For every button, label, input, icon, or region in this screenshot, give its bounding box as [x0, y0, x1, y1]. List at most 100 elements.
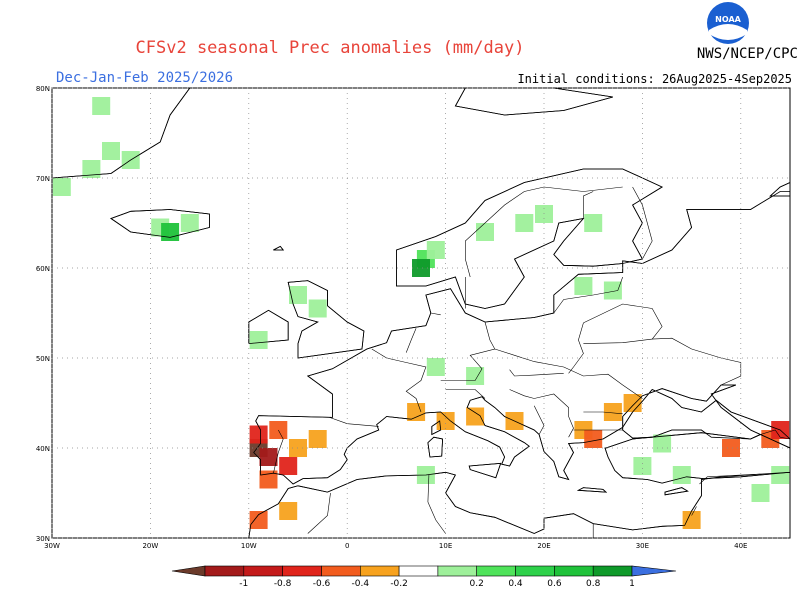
country-border [440, 321, 496, 381]
country-border [583, 303, 663, 344]
anomaly-cell [515, 214, 534, 232]
legend-swatch [398, 565, 439, 577]
legend-swatch [515, 565, 555, 577]
coastline-corsica [431, 420, 442, 436]
country-border [533, 405, 545, 435]
anomaly-cell [436, 412, 455, 430]
coastline-faroe [273, 245, 285, 251]
anomaly-cell [426, 241, 445, 259]
lat-tick-label: 30N [36, 535, 50, 543]
country-border [652, 337, 742, 386]
anomaly-cell [52, 178, 71, 196]
season-label: Dec-Jan-Feb 2025/2026 [56, 70, 234, 86]
legend-tick-label: 0.6 [547, 579, 562, 589]
legend-low-arrow [171, 565, 206, 577]
anomaly-cell [249, 331, 268, 349]
anomaly-cell [259, 470, 278, 489]
legend-high-arrow [631, 565, 677, 577]
coastline-iceland [110, 209, 210, 238]
coastline-greenland [51, 87, 191, 179]
anomaly-cell [603, 403, 622, 421]
country-border [464, 186, 623, 278]
coastline-sicily [468, 462, 502, 479]
anomaly-cell [623, 394, 642, 412]
anomaly-cell [92, 97, 111, 115]
anomaly-cell [633, 457, 652, 475]
anomaly-cell [102, 142, 120, 160]
country-border [427, 474, 446, 534]
country-border [509, 369, 564, 377]
lat-tick-label: 50N [36, 355, 50, 363]
coastline-ireland [248, 309, 289, 345]
coastline-britain [287, 280, 365, 359]
lon-tick-label: 10W [241, 542, 257, 550]
legend-swatch [437, 565, 477, 577]
agency-label: NWS/NCEP/CPC [696, 46, 798, 62]
anomaly-cell [672, 466, 691, 484]
map-title: CFSv2 seasonal Prec anomalies (mm/day) [135, 38, 525, 58]
country-border [583, 411, 623, 415]
legend-swatch [359, 565, 400, 577]
legend-swatch [204, 565, 245, 577]
legend-swatch [554, 565, 594, 577]
legend-swatch [321, 565, 361, 577]
lon-tick-label: 0 [345, 542, 349, 550]
coastline-crete [576, 487, 608, 493]
coastline-scandinavia [395, 168, 663, 309]
country-border [760, 429, 791, 440]
legend-swatch [243, 565, 283, 577]
lat-tick-label: 80N [36, 85, 50, 93]
anomaly-cell [308, 299, 327, 318]
anomaly-cell [722, 439, 740, 457]
lon-tick-label: 20E [537, 542, 550, 550]
country-border [632, 186, 653, 260]
anomaly-cell [161, 223, 180, 241]
anomaly-cell [771, 466, 790, 484]
coastline-anatolia-top [604, 432, 791, 484]
anomaly-cell [289, 286, 307, 304]
legend-tick-label: -0.8 [274, 579, 292, 589]
legend-swatch [476, 565, 516, 577]
anomaly-cell [180, 214, 199, 232]
anomaly-cell [751, 484, 770, 502]
country-border [273, 429, 284, 474]
lat-tick-label: 70N [36, 175, 50, 183]
lon-tick-label: 30W [44, 542, 60, 550]
anomaly-cell [249, 511, 268, 529]
anomaly-cell [584, 214, 603, 232]
country-border [307, 492, 331, 534]
anomaly-cell [407, 403, 426, 421]
legend-tick-label: -0.4 [352, 579, 370, 589]
anomaly-cell [476, 223, 494, 241]
coastline-mainland [253, 191, 791, 485]
legend-tick-label: 0.2 [470, 579, 484, 589]
lon-tick-label: 30E [636, 542, 649, 550]
legend-tick-label: -0.6 [313, 579, 331, 589]
legend-tick-label: -1 [239, 579, 248, 589]
country-border [699, 473, 761, 485]
anomaly-cell [82, 160, 101, 178]
country-border [405, 328, 417, 353]
country-border [494, 348, 643, 399]
anomaly-cell [249, 425, 268, 444]
country-border [691, 506, 697, 516]
lon-tick-label: 10E [439, 542, 452, 550]
anomaly-cell [574, 277, 593, 295]
anomaly-cell [279, 502, 298, 520]
legend-tick-label: 1 [629, 579, 635, 589]
anomaly-cell [259, 448, 278, 466]
lat-tick-label: 40N [36, 445, 50, 453]
coastline-novaya [769, 181, 791, 197]
initial-conditions-label: Initial conditions: 26Aug2025-4Sep2025 [517, 72, 792, 86]
legend-swatch [282, 565, 322, 577]
country-border [371, 348, 427, 413]
svg-text:NOAA: NOAA [715, 15, 741, 24]
legend-tick-label: 0.4 [508, 579, 523, 589]
anomaly-cell [412, 259, 430, 277]
anomaly-cell [279, 457, 298, 475]
country-border [583, 191, 594, 219]
lon-tick-label: 20W [142, 542, 158, 550]
legend-swatch [592, 565, 633, 577]
coastline-sardinia [427, 436, 444, 458]
